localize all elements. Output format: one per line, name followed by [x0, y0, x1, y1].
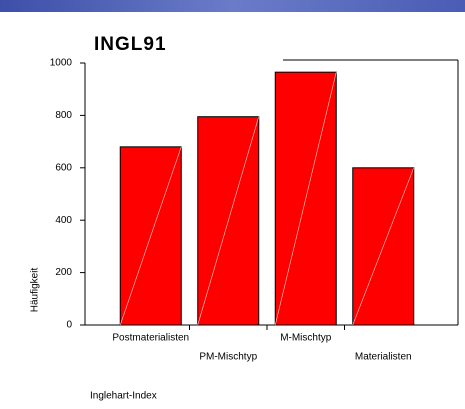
x-tick-label: Materialisten	[355, 352, 412, 363]
y-tick-label: 1000	[50, 58, 73, 69]
x-axis-label: Inglehart-Index	[90, 391, 157, 402]
y-tick-label: 200	[55, 267, 72, 278]
bar-shine	[352, 167, 415, 326]
y-tick-label: 600	[55, 162, 72, 173]
bar-shine	[197, 116, 260, 326]
y-tick-label: 800	[55, 110, 72, 121]
chart-title: INGL91	[94, 34, 167, 55]
bar-shine	[274, 72, 337, 326]
x-tick-label: Postmaterialisten	[112, 333, 189, 344]
banner	[0, 0, 465, 12]
x-tick-label: PM-Mischtyp	[199, 352, 257, 363]
x-tick-label: M-Mischtyp	[280, 333, 332, 344]
bar-shine	[119, 146, 182, 326]
y-axis-label: Häufigkeit	[30, 268, 41, 313]
y-tick-label: 0	[66, 320, 72, 331]
y-tick-label: 400	[55, 215, 72, 226]
